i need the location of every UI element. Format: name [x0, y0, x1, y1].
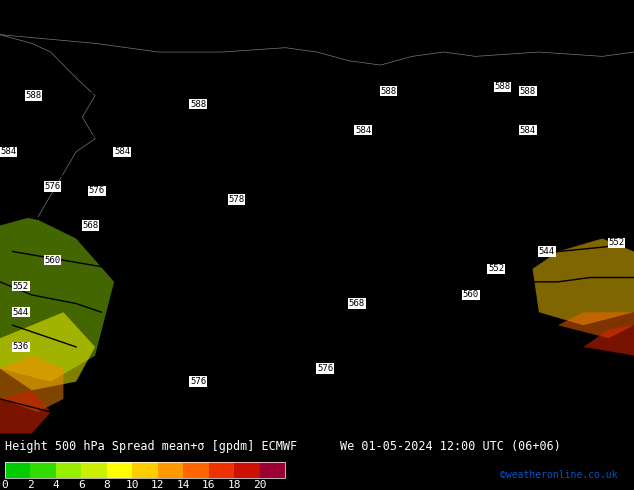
Bar — [5, 462, 285, 478]
Text: 8: 8 — [103, 480, 110, 490]
Bar — [30, 462, 56, 478]
Text: 544: 544 — [539, 247, 555, 256]
Text: ©weatheronline.co.uk: ©weatheronline.co.uk — [500, 470, 618, 480]
Text: 16: 16 — [202, 480, 216, 490]
Text: 584: 584 — [114, 147, 130, 156]
Text: We 01-05-2024 12:00 UTC (06+06): We 01-05-2024 12:00 UTC (06+06) — [340, 440, 561, 453]
Text: 576: 576 — [317, 364, 333, 373]
Text: 552: 552 — [13, 282, 29, 291]
Text: 568: 568 — [82, 221, 98, 230]
Polygon shape — [0, 312, 95, 390]
Bar — [158, 462, 183, 478]
Polygon shape — [583, 325, 634, 356]
Polygon shape — [0, 356, 63, 412]
Text: 4: 4 — [53, 480, 60, 490]
Text: 584: 584 — [0, 147, 16, 156]
Text: 576: 576 — [44, 182, 60, 191]
Text: 588: 588 — [380, 87, 396, 96]
Polygon shape — [0, 217, 114, 382]
Text: 576: 576 — [89, 186, 105, 196]
Bar — [56, 462, 81, 478]
Polygon shape — [533, 239, 634, 325]
Text: 536: 536 — [13, 343, 29, 351]
Bar — [234, 462, 259, 478]
Text: 560: 560 — [44, 256, 60, 265]
Text: 588: 588 — [495, 82, 510, 91]
Text: 588: 588 — [520, 87, 536, 96]
Text: 576: 576 — [190, 377, 206, 386]
Polygon shape — [0, 390, 51, 434]
Bar — [133, 462, 158, 478]
Text: 544: 544 — [13, 308, 29, 317]
Polygon shape — [558, 312, 634, 338]
Bar — [259, 462, 285, 478]
Text: Height 500 hPa Spread mean+σ [gpdm] ECMWF: Height 500 hPa Spread mean+σ [gpdm] ECMW… — [5, 440, 297, 453]
Text: 10: 10 — [126, 480, 139, 490]
Text: 0: 0 — [2, 480, 8, 490]
Text: 584: 584 — [355, 125, 371, 135]
Bar — [81, 462, 107, 478]
Text: 588: 588 — [25, 91, 41, 100]
Text: 6: 6 — [78, 480, 85, 490]
Text: 552: 552 — [488, 265, 504, 273]
Bar — [5, 462, 30, 478]
Bar — [209, 462, 234, 478]
Text: 578: 578 — [228, 195, 244, 204]
Text: 552: 552 — [609, 238, 624, 247]
Bar — [107, 462, 133, 478]
Text: 2: 2 — [27, 480, 34, 490]
Text: 588: 588 — [190, 99, 206, 109]
Text: 14: 14 — [176, 480, 190, 490]
Text: 18: 18 — [228, 480, 241, 490]
Text: 568: 568 — [349, 299, 365, 308]
Text: 12: 12 — [151, 480, 164, 490]
Text: 560: 560 — [463, 291, 479, 299]
Text: 584: 584 — [520, 125, 536, 135]
Bar — [183, 462, 209, 478]
Text: 20: 20 — [253, 480, 266, 490]
